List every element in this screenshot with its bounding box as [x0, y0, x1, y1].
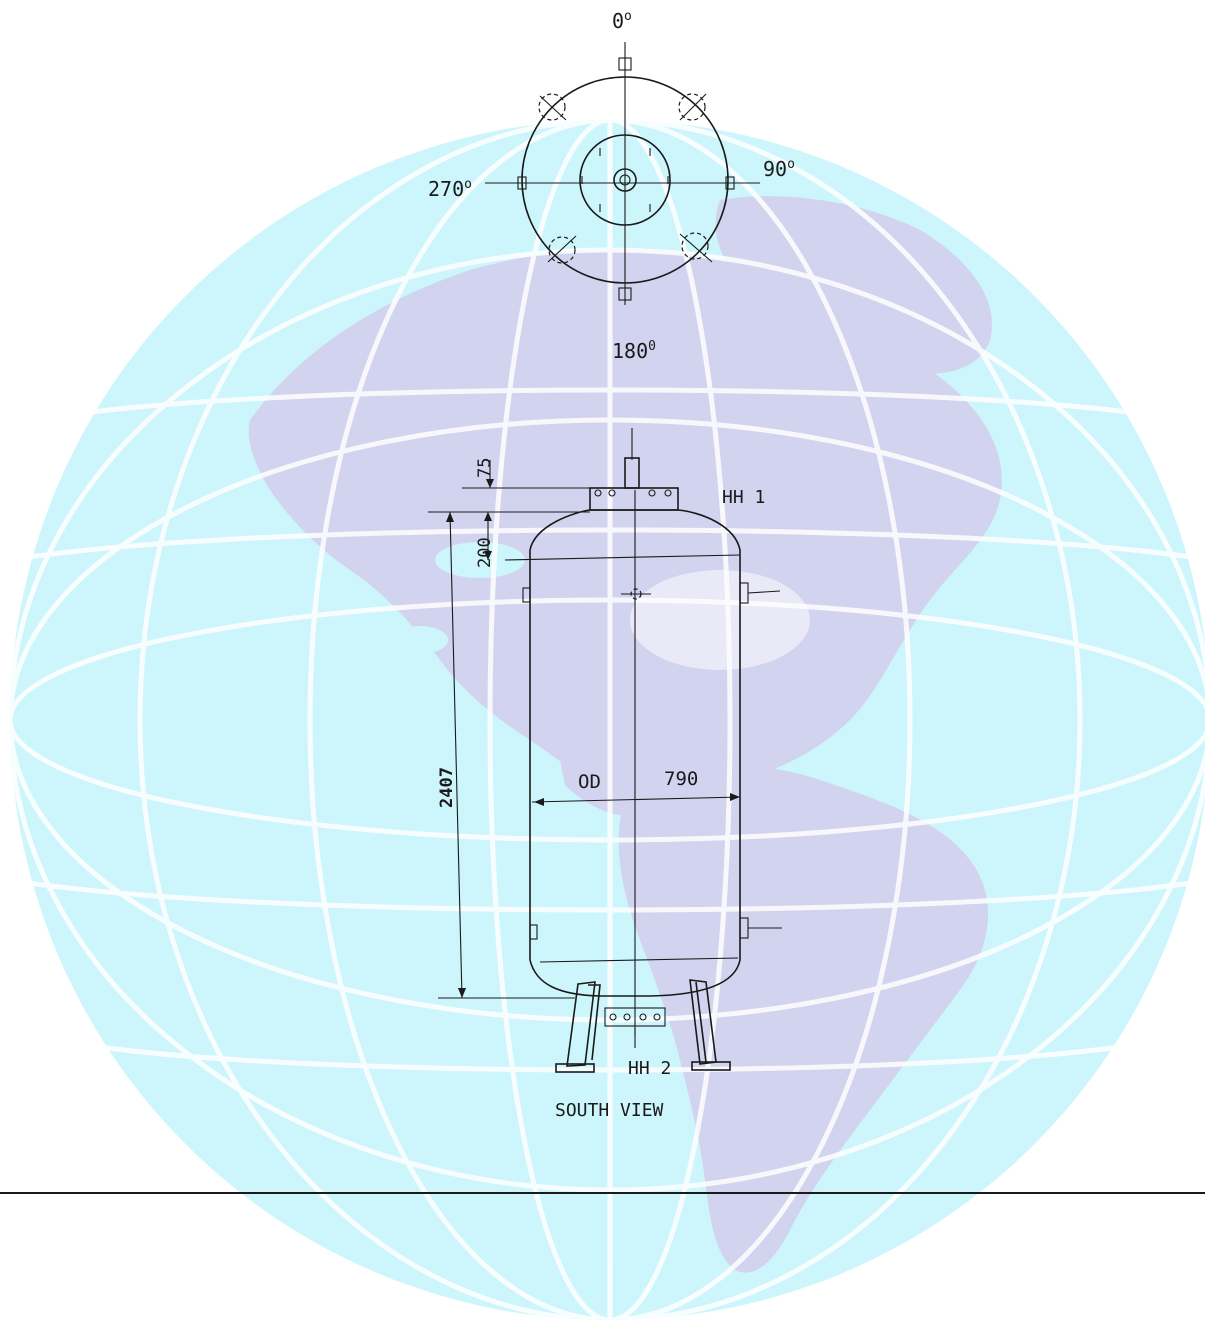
support-legs	[555, 979, 731, 1073]
angle-0-label: 0o	[612, 9, 632, 33]
od-label: OD	[578, 771, 601, 793]
dimension-od: OD 790	[531, 768, 741, 806]
side-nozzles	[522, 582, 782, 940]
south-view-title: SOUTH VIEW	[555, 1100, 664, 1121]
svg-text:75: 75	[475, 458, 495, 478]
svg-text:2407: 2407	[437, 767, 457, 808]
od-value: 790	[664, 768, 698, 790]
plan-support-lugs	[538, 93, 713, 264]
angle-270-label: 270o	[428, 177, 472, 201]
hh2-manhole	[604, 1007, 666, 1048]
hh2-label: HH 2	[628, 1058, 671, 1079]
dimension-75: 75	[462, 458, 590, 489]
dimension-200: 200	[428, 511, 590, 568]
svg-text:200: 200	[475, 537, 495, 568]
vessel-shell	[529, 509, 741, 997]
angle-90-label: 90o	[763, 157, 795, 181]
dimension-2407: 2407	[437, 511, 575, 999]
plan-view: 0o 90o 1800 270o	[428, 9, 795, 363]
angle-180-label: 1800	[612, 339, 656, 363]
top-nozzle	[624, 457, 640, 489]
hh1-label: HH 1	[722, 487, 765, 508]
south-view: 75 200 2407 OD	[428, 428, 782, 1121]
globe-grid	[10, 120, 1205, 1320]
hh1-manhole	[589, 487, 679, 511]
